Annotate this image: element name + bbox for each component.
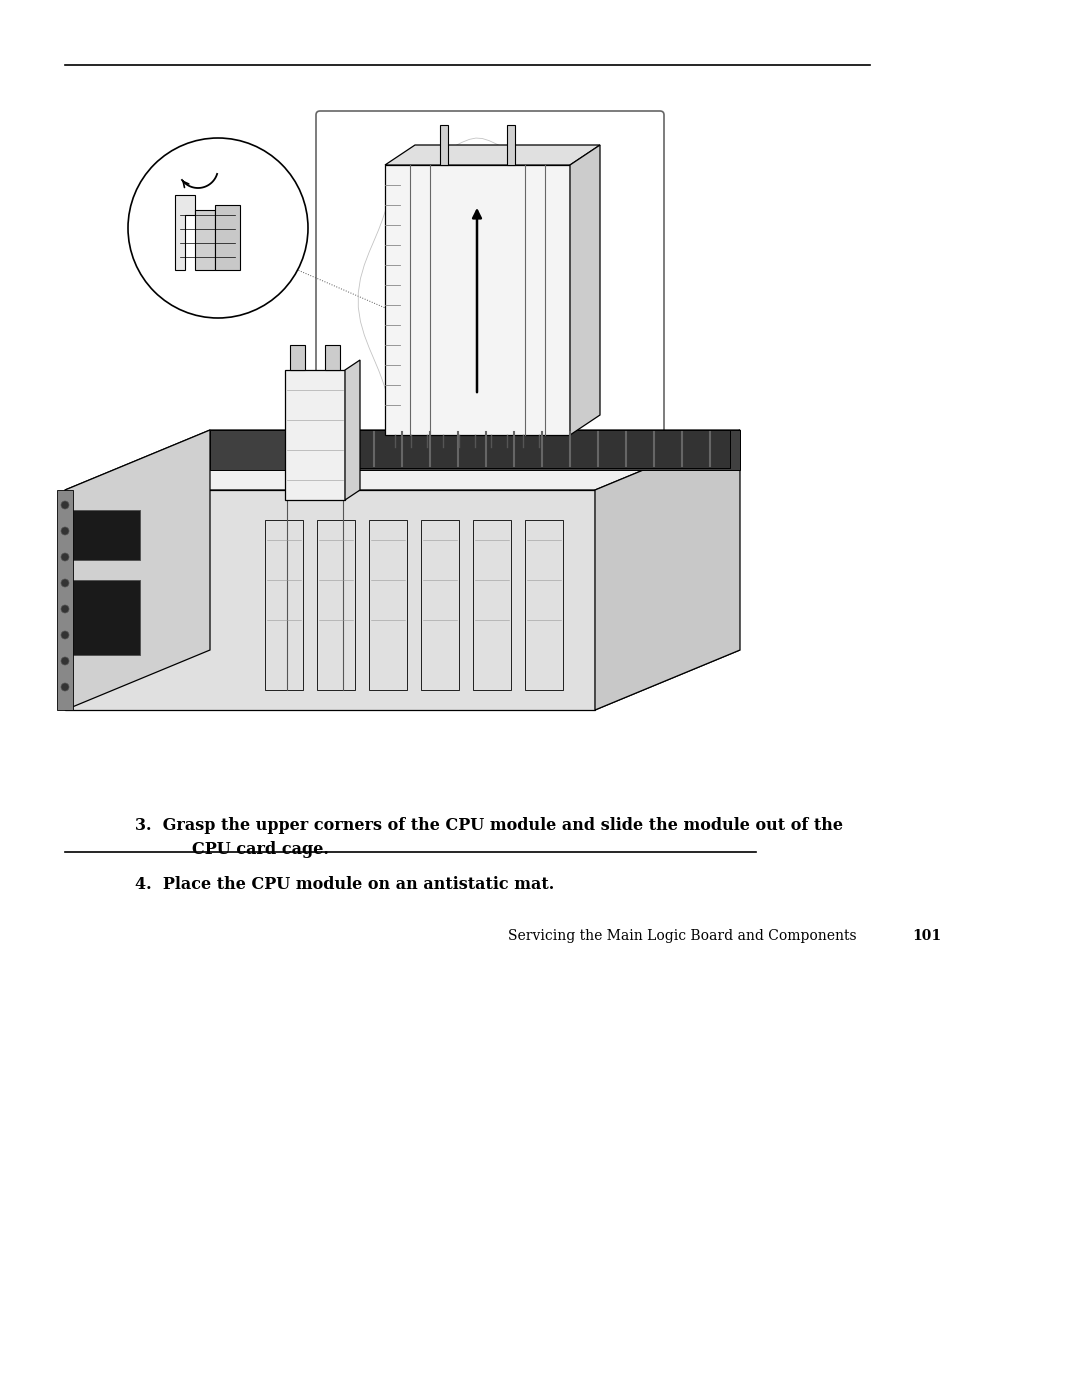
Polygon shape: [525, 520, 563, 690]
Polygon shape: [65, 430, 210, 710]
Polygon shape: [65, 430, 740, 490]
Circle shape: [60, 502, 69, 509]
Polygon shape: [65, 490, 595, 710]
Polygon shape: [175, 196, 195, 270]
Polygon shape: [325, 345, 340, 370]
Polygon shape: [369, 520, 407, 690]
Polygon shape: [291, 430, 730, 468]
Text: 4.  Place the CPU module on an antistatic mat.: 4. Place the CPU module on an antistatic…: [135, 876, 554, 893]
Polygon shape: [65, 650, 740, 710]
Text: 3.  Grasp the upper corners of the CPU module and slide the module out of the: 3. Grasp the upper corners of the CPU mo…: [135, 817, 843, 834]
Polygon shape: [570, 145, 600, 434]
Polygon shape: [215, 205, 240, 270]
Polygon shape: [384, 145, 600, 165]
Circle shape: [60, 631, 69, 638]
Circle shape: [129, 138, 308, 319]
Text: Servicing the Main Logic Board and Components: Servicing the Main Logic Board and Compo…: [508, 929, 856, 943]
Polygon shape: [345, 360, 360, 500]
Polygon shape: [473, 520, 511, 690]
Polygon shape: [384, 165, 570, 434]
Circle shape: [60, 657, 69, 665]
Circle shape: [60, 683, 69, 692]
Circle shape: [60, 605, 69, 613]
Circle shape: [60, 527, 69, 535]
Circle shape: [60, 553, 69, 562]
Polygon shape: [285, 370, 345, 500]
Polygon shape: [440, 124, 448, 165]
Polygon shape: [265, 520, 303, 690]
Polygon shape: [595, 430, 740, 710]
Polygon shape: [291, 345, 305, 370]
Polygon shape: [70, 510, 140, 560]
Polygon shape: [57, 490, 73, 710]
FancyBboxPatch shape: [316, 110, 664, 474]
Polygon shape: [195, 210, 215, 270]
Polygon shape: [421, 520, 459, 690]
Polygon shape: [70, 580, 140, 655]
Text: 101: 101: [913, 929, 942, 943]
Circle shape: [60, 578, 69, 587]
Polygon shape: [507, 124, 515, 165]
Polygon shape: [210, 430, 740, 469]
Text: CPU card cage.: CPU card cage.: [192, 841, 329, 858]
Polygon shape: [318, 520, 355, 690]
